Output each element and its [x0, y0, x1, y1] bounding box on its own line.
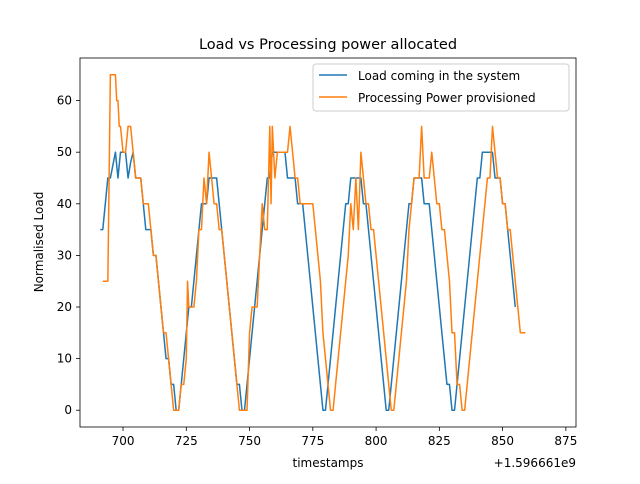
x-tick-label: 850	[491, 434, 514, 448]
x-tick-label: 800	[365, 434, 388, 448]
legend: Load coming in the system Processing Pow…	[312, 63, 570, 112]
y-tick-label: 50	[57, 145, 72, 159]
y-tick-label: 40	[57, 197, 72, 211]
legend-label-load: Load coming in the system	[358, 69, 520, 83]
x-axis-offset-label: +1.596661e9	[494, 456, 576, 470]
x-tick-label: 825	[428, 434, 451, 448]
x-axis: 700 725 750 775 800 825 850 875	[112, 427, 577, 448]
plot-area	[80, 58, 576, 427]
x-tick-label: 775	[301, 434, 324, 448]
x-axis-label: timestamps	[293, 456, 364, 470]
x-tick-label: 750	[238, 434, 261, 448]
legend-box	[312, 63, 570, 112]
y-tick-label: 30	[57, 248, 72, 262]
series-line-0	[100, 151, 517, 411]
x-tick-label: 875	[554, 434, 577, 448]
y-tick-label: 20	[57, 300, 72, 314]
x-tick-label: 700	[112, 434, 135, 448]
legend-label-processing-power: Processing Power provisioned	[358, 91, 536, 105]
x-tick-label: 725	[175, 434, 198, 448]
plot-frame	[79, 57, 577, 428]
series-line-1	[102, 74, 526, 411]
series-layer	[100, 74, 526, 411]
y-tick-label: 60	[57, 94, 72, 108]
y-tick-label: 10	[57, 352, 72, 366]
y-axis: 0 10 20 30 40 50 60	[57, 94, 80, 417]
y-tick-label: 0	[64, 403, 72, 417]
chart-title: Load vs Processing power allocated	[199, 37, 457, 53]
y-axis-label: Normalised Load	[32, 192, 46, 293]
